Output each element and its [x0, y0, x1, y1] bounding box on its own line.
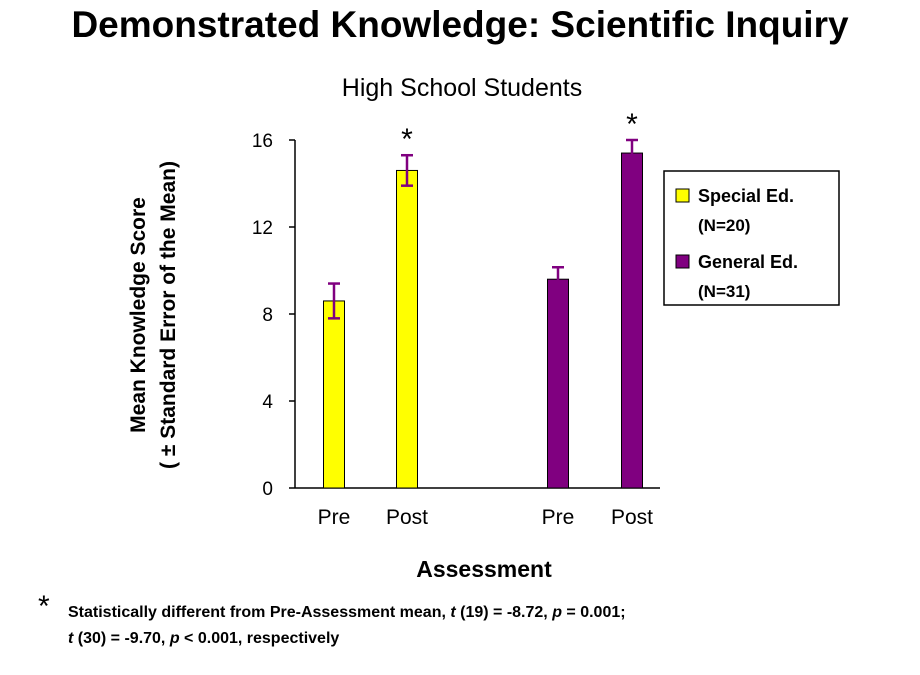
x-tick-label: Post [386, 506, 428, 529]
y-tick-label: 12 [252, 218, 273, 239]
legend-box [663, 170, 840, 306]
x-tick-label: Pre [542, 506, 575, 529]
footnote-text: < 0.001, respectively [179, 630, 340, 647]
footnote-italic-symbol: p [552, 604, 562, 621]
bar-specialed-pre [323, 300, 345, 489]
bar-chart: High School Students Mean Knowledge Scor… [127, 74, 840, 582]
legend-sublabel: (N=31) [698, 282, 750, 301]
bar-generaled-pre [547, 278, 569, 489]
bar-specialed-post [396, 169, 418, 489]
significance-asterisk: * [401, 123, 413, 156]
y-tick-label: 0 [262, 479, 273, 500]
y-tick-label: 16 [252, 131, 273, 152]
x-tick-label: Post [611, 506, 653, 529]
chart-subtitle: High School Students [342, 74, 582, 102]
x-tick-label: Pre [318, 506, 351, 529]
footnote-text: (30) = -9.70, [73, 630, 170, 647]
legend-label: Special Ed. [698, 186, 794, 206]
legend: Special Ed. (N=20) General Ed. (N=31) [663, 170, 840, 306]
significance-asterisk: * [626, 108, 638, 141]
footnote-italic-symbol: p [169, 630, 180, 647]
bar-generaled-post [621, 152, 643, 489]
plot-area: 0 4 8 12 16 Pre * Post Pre * Post [252, 108, 660, 529]
legend-label: General Ed. [698, 252, 798, 272]
footnote-italic-symbol: t [68, 630, 74, 647]
y-tick-label: 4 [262, 392, 273, 413]
legend-swatch [675, 188, 690, 203]
footnote-italic-symbol: t [450, 604, 456, 621]
footnote-text: (19) = -8.72, [455, 604, 553, 621]
footnote-text: Statistically different from Pre-Assessm… [68, 604, 451, 621]
footnote-line-2: t (30) = -9.70, p < 0.001, respectively [68, 626, 339, 652]
y-axis-label-line1: Mean Knowledge Score [127, 197, 150, 433]
footnote-text: = 0.001; [561, 604, 626, 621]
x-axis-label: Assessment [416, 556, 552, 582]
y-tick-label: 8 [262, 305, 273, 326]
main-title: Demonstrated Knowledge: Scientific Inqui… [71, 4, 849, 45]
legend-sublabel: (N=20) [698, 216, 750, 235]
y-axis-label: Mean Knowledge Score ( ± Standard Error … [127, 161, 180, 469]
footnote-star: * [38, 590, 50, 623]
legend-swatch [675, 254, 690, 269]
y-axis-label-line2: ( ± Standard Error of the Mean) [157, 161, 180, 469]
footnote-line-1: Statistically different from Pre-Assessm… [68, 600, 626, 626]
